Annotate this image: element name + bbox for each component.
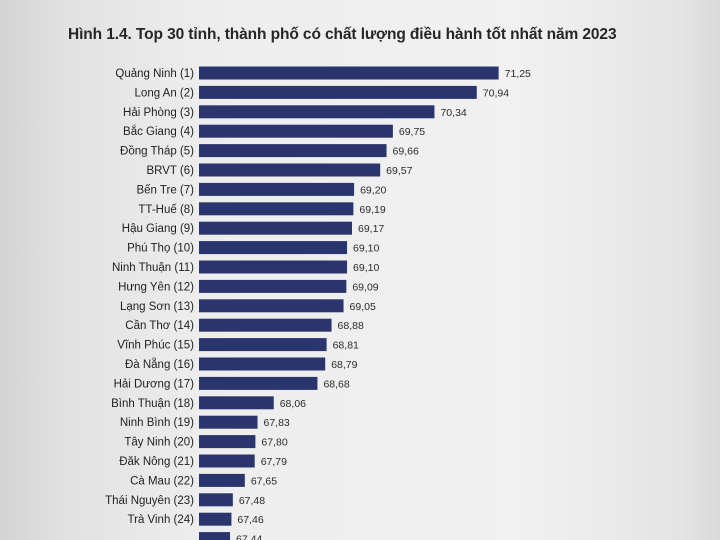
bar <box>199 396 274 410</box>
value-label: 67,46 <box>237 514 263 526</box>
value-label: 68,81 <box>333 340 359 352</box>
value-label: 68,88 <box>338 320 364 332</box>
value-label: 69,17 <box>358 223 384 235</box>
category-label: Lạng Sơn (13) <box>120 301 194 313</box>
bar <box>199 376 318 390</box>
category-label: Bắc Giang (4) <box>123 125 194 138</box>
category-label: Đăk Nông (21) <box>119 456 194 468</box>
category-label: BRVT (6) <box>146 165 194 177</box>
category-label: Đà Nẵng (16) <box>125 358 194 371</box>
bar <box>199 454 255 468</box>
value-label: 69,57 <box>386 165 412 177</box>
bar <box>199 124 393 138</box>
category-label: Hải Dương (17) <box>114 378 195 390</box>
bar <box>199 299 344 313</box>
category-label: Tây Ninh (20) <box>124 437 194 449</box>
value-label: 67,44 <box>236 534 262 540</box>
category-label: Hưng Yên (12) <box>118 281 194 293</box>
category-label: Cần Thơ (14) <box>125 320 194 332</box>
value-label: 70,94 <box>483 87 509 99</box>
bar <box>199 85 477 99</box>
bar <box>199 357 326 371</box>
bar <box>199 473 245 487</box>
category-label: Vĩnh Phúc (15) <box>117 340 194 352</box>
bar <box>199 415 258 429</box>
bar <box>199 318 332 332</box>
category-label: Thái Nguyên (23) <box>105 495 194 507</box>
bar <box>199 512 232 526</box>
value-label: 69,19 <box>359 204 385 216</box>
bar <box>199 182 355 196</box>
category-label: Quảng Ninh (1) <box>115 68 194 80</box>
bar <box>199 241 348 255</box>
value-label: 69,09 <box>352 281 378 293</box>
value-label: 67,48 <box>239 495 265 507</box>
bar <box>199 144 387 158</box>
bar <box>199 493 233 507</box>
value-label: 71,25 <box>505 68 531 80</box>
category-label: Bình Thuận (18) <box>111 398 194 410</box>
category-label: Đồng Tháp (5) <box>120 146 194 158</box>
value-label: 68,06 <box>280 398 306 410</box>
bar <box>199 532 231 540</box>
category-label: Cà Mau (22) <box>130 475 194 487</box>
bar <box>199 202 354 216</box>
bar <box>199 221 352 235</box>
value-label: 68,79 <box>331 359 357 371</box>
bar <box>199 163 381 177</box>
category-label: Hậu Giang (9) <box>122 223 194 235</box>
value-label: 70,34 <box>440 107 466 119</box>
bar <box>199 105 435 119</box>
category-label: Ninh Bình (19) <box>120 417 194 429</box>
value-label: 67,65 <box>251 475 277 487</box>
category-label: Trà Vinh (24) <box>128 514 195 526</box>
category-label: Long An (2) <box>135 87 195 99</box>
category-label: Hải Phòng (3) <box>123 107 194 119</box>
value-label: 69,20 <box>360 184 386 196</box>
bar <box>199 66 499 80</box>
value-label: 68,68 <box>323 378 349 390</box>
value-label: 67,80 <box>261 437 287 449</box>
value-label: 69,10 <box>353 243 379 255</box>
value-label: 69,66 <box>393 146 419 158</box>
value-label: 69,75 <box>399 126 425 138</box>
category-label: Phú Thọ (10) <box>127 243 194 255</box>
value-label: 67,83 <box>264 417 290 429</box>
value-label: 69,10 <box>353 262 379 274</box>
value-label: 69,05 <box>350 301 376 313</box>
bar <box>199 279 347 293</box>
bar <box>199 338 327 352</box>
bar <box>199 260 348 274</box>
bar <box>199 435 256 449</box>
category-label: Bến Tre (7) <box>136 184 194 196</box>
category-label: Ninh Thuận (11) <box>112 262 194 274</box>
chart-title: Hình 1.4. Top 30 tỉnh, thành phố có chất… <box>68 26 617 43</box>
category-label: TT-Huế (8) <box>138 204 194 216</box>
value-label: 67,79 <box>261 456 287 468</box>
